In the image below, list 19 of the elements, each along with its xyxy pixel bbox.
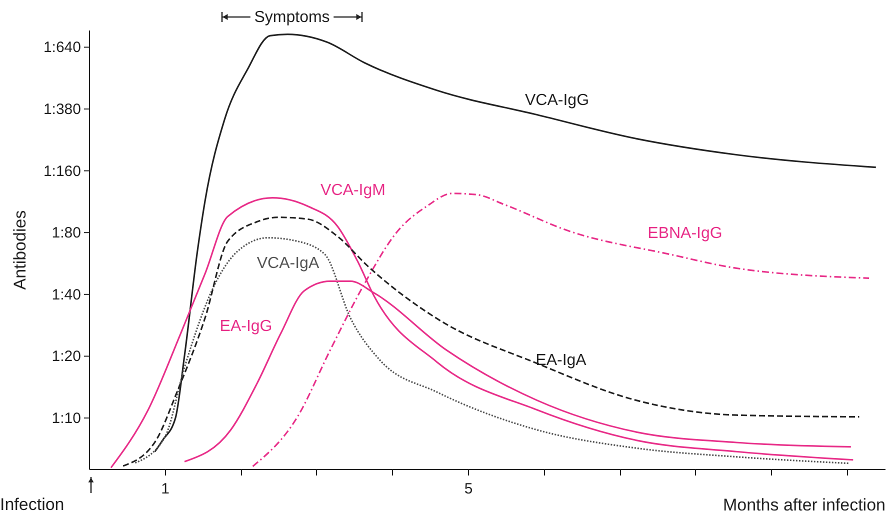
series-label: VCA-IgG xyxy=(524,92,590,109)
y-axis-title: Antibodies xyxy=(10,210,30,290)
text: 1:380 xyxy=(43,101,81,118)
text: 1:160 xyxy=(43,162,81,180)
text: 1:40 xyxy=(52,286,81,304)
x-tick-label: 1 xyxy=(161,480,170,498)
series-label: EA-IgG xyxy=(220,318,272,335)
x-tick-label: 5 xyxy=(464,480,473,498)
series-label: EBNA-IgG xyxy=(648,225,722,242)
text: 1:10 xyxy=(52,410,81,427)
series-label: EA-IgA xyxy=(536,352,587,369)
text: 1:640 xyxy=(43,39,81,56)
text: Symptoms xyxy=(254,9,330,26)
text: 1:80 xyxy=(52,224,81,242)
text: 1:20 xyxy=(52,348,81,366)
x-axis-title: Months after infection xyxy=(722,496,886,514)
text: Infection xyxy=(0,495,64,514)
series-label: VCA-IgA xyxy=(256,255,320,272)
series-label: VCA-IgM xyxy=(320,182,386,199)
